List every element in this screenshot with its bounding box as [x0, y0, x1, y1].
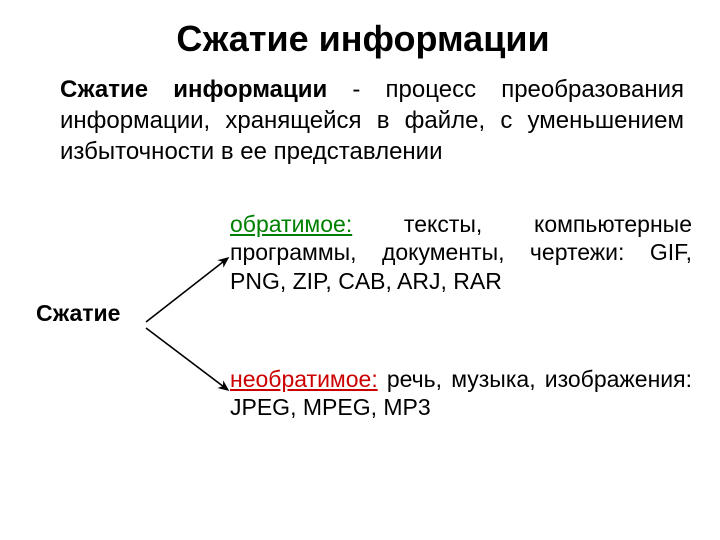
- arrow-top: [146, 258, 228, 322]
- definition-dash: -: [327, 76, 385, 103]
- arrow-bottom: [146, 328, 228, 390]
- branch-reversible-keyword: обратимое:: [230, 211, 352, 237]
- definition-paragraph: Сжатие информации - процесс преобразован…: [60, 74, 684, 168]
- side-label: Сжатие: [36, 300, 120, 327]
- branch-reversible: обратимое: тексты, компьютерные программ…: [230, 210, 692, 296]
- branch-irreversible: необратимое: речь, музыка, изображения: …: [230, 365, 692, 423]
- definition-term: Сжатие информации: [60, 76, 327, 103]
- slide-title: Сжатие информации: [42, 18, 684, 60]
- branch-arrows: [112, 250, 242, 410]
- branch-region: Сжатие обратимое: тексты, компьютерные п…: [42, 210, 684, 440]
- branch-irreversible-keyword: необратимое:: [230, 366, 378, 392]
